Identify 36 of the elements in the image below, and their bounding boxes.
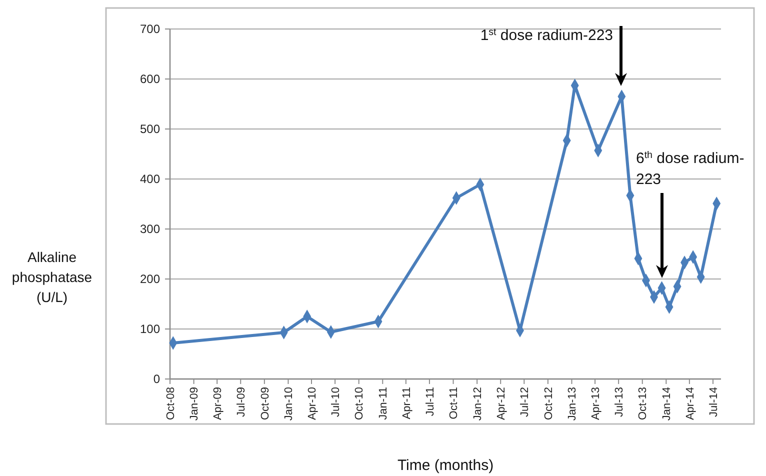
x-tick-label: Oct-13 bbox=[637, 387, 650, 420]
x-tick-label: Jan-13 bbox=[566, 387, 579, 421]
y-axis-title: Alkaline phosphatase (U/L) bbox=[12, 249, 92, 305]
x-tick-label: Oct-10 bbox=[354, 387, 366, 420]
x-tick-label: Oct-08 bbox=[164, 387, 177, 420]
x-tick-label: Apr-13 bbox=[590, 387, 602, 420]
x-tick-label: Apr-10 bbox=[306, 387, 318, 420]
y-tick-label: 100 bbox=[140, 322, 160, 336]
y-tick-label: 700 bbox=[140, 22, 160, 36]
x-tick-label: Oct-09 bbox=[259, 387, 272, 420]
annotation: 1$^{st}$ dose radium-223 bbox=[480, 26, 613, 44]
x-tick-label: Apr-12 bbox=[495, 387, 508, 420]
x-tick-label: Jan-12 bbox=[472, 387, 484, 421]
x-tick-label: Jan-14 bbox=[661, 387, 674, 421]
x-tick-label: Jan-11 bbox=[377, 387, 390, 420]
y-tick-label: 400 bbox=[140, 172, 160, 186]
x-tick-label: Jan-10 bbox=[283, 387, 296, 421]
annotation: 6$^{th}$ dose radium-223 bbox=[636, 150, 744, 188]
y-tick-label: 0 bbox=[153, 372, 160, 386]
x-tick-label: Apr-11 bbox=[400, 387, 413, 420]
y-tick-label: 500 bbox=[140, 122, 160, 136]
x-tick-label: Oct-11 bbox=[448, 387, 460, 420]
x-tick-label: Jul-09 bbox=[235, 387, 248, 417]
x-tick-label: Jul-11 bbox=[424, 387, 436, 416]
x-tick-label: Apr-14 bbox=[684, 387, 696, 420]
x-tick-label: Oct-12 bbox=[542, 387, 555, 420]
x-tick-label: Jul-13 bbox=[613, 387, 626, 417]
x-tick-label: Jan-09 bbox=[188, 387, 201, 421]
y-tick-label: 200 bbox=[140, 272, 160, 286]
x-tick-label: Jul-14 bbox=[708, 387, 720, 417]
x-tick-label: Apr-09 bbox=[212, 387, 224, 420]
x-axis-title: Time (months) bbox=[397, 457, 494, 474]
y-tick-label: 600 bbox=[140, 72, 160, 86]
x-tick-label: Jul-10 bbox=[330, 387, 342, 417]
y-tick-label: 300 bbox=[140, 222, 160, 236]
x-tick-label: Jul-12 bbox=[518, 387, 531, 417]
